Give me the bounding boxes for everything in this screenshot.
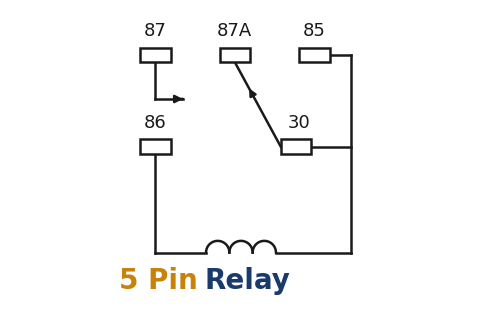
FancyBboxPatch shape [219, 47, 250, 62]
Text: 5 Pin: 5 Pin [120, 267, 198, 295]
Text: 87: 87 [144, 22, 167, 40]
FancyBboxPatch shape [281, 139, 311, 154]
Text: 85: 85 [303, 22, 326, 40]
Text: 87A: 87A [217, 22, 253, 40]
Text: Relay: Relay [204, 267, 290, 295]
Text: 86: 86 [144, 114, 167, 132]
FancyBboxPatch shape [140, 47, 171, 62]
FancyBboxPatch shape [299, 47, 330, 62]
FancyBboxPatch shape [140, 139, 171, 154]
Text: 30: 30 [288, 114, 310, 132]
